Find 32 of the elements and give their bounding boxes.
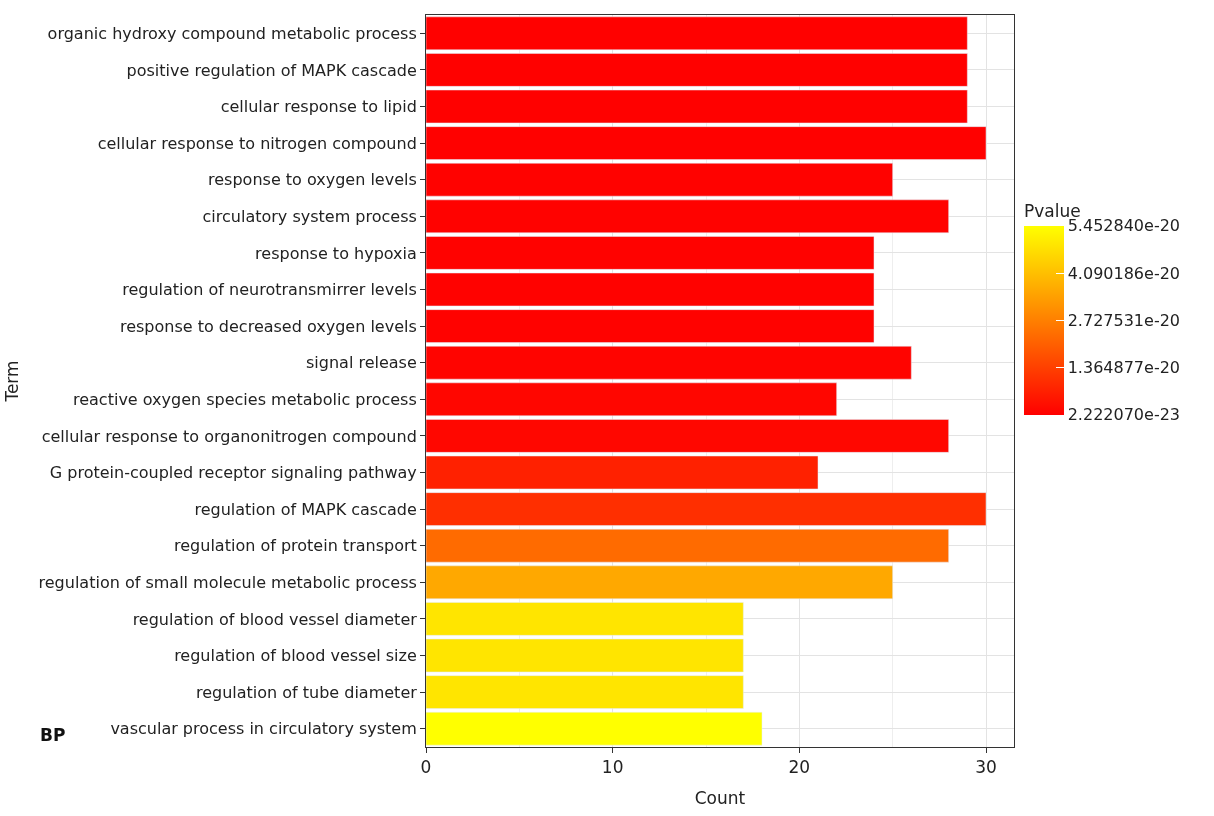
x-tick-label: 0 bbox=[420, 757, 432, 778]
y-tick-label: regulation of blood vessel diameter bbox=[132, 609, 418, 629]
y-tick-label: cellular response to lipid bbox=[220, 97, 417, 117]
text: BP bbox=[40, 725, 66, 745]
y-tick-label: response to decreased oxygen levels bbox=[119, 316, 417, 336]
y-tick-label: cellular response to nitrogen compound bbox=[97, 133, 417, 153]
color-bar-label: 1.364877e-20 bbox=[1067, 358, 1181, 378]
y-tick-label: cellular response to organonitrogen compound bbox=[41, 426, 417, 446]
x-tick-label: 10 bbox=[601, 757, 624, 778]
y-tick-label: signal release bbox=[306, 353, 417, 373]
color-bar-label: 5.452840e-20 bbox=[1067, 216, 1181, 236]
y-tick-label: circulatory system process bbox=[202, 206, 417, 226]
y-tick-label: positive regulation of MAPK cascade bbox=[126, 60, 417, 80]
x-tick-label: 20 bbox=[788, 757, 811, 778]
y-tick-label: organic hydroxy compound metabolic process bbox=[47, 23, 417, 43]
y-tick-label: regulation of protein transport bbox=[174, 536, 417, 556]
y-tick-label: vascular process in circulatory system bbox=[110, 719, 417, 739]
y-tick-label: regulation of neurotransmirrer levels bbox=[122, 280, 417, 300]
y-tick-label: regulation of blood vessel size bbox=[174, 646, 417, 666]
color-bar-label: 2.727531e-20 bbox=[1067, 310, 1181, 330]
color-bar-label: 2.222070e-23 bbox=[1067, 405, 1181, 425]
x-axis-title: Count bbox=[694, 787, 746, 808]
y-tick-label: regulation of small molecule metabolic process bbox=[38, 572, 417, 592]
y-tick-label: G protein-coupled receptor signaling pathway bbox=[49, 463, 417, 483]
y-tick-label: response to hypoxia bbox=[255, 243, 417, 263]
color-bar-label: 4.090186e-20 bbox=[1067, 263, 1181, 283]
y-tick-label: reactive oxygen species metabolic process bbox=[72, 389, 417, 409]
y-tick-label: regulation of MAPK cascade bbox=[194, 499, 417, 519]
y-tick-label: response to oxygen levels bbox=[208, 170, 417, 190]
x-tick-label: 30 bbox=[975, 757, 997, 778]
y-axis-title: Term bbox=[2, 360, 23, 403]
y-tick-label: regulation of tube diameter bbox=[195, 682, 418, 702]
